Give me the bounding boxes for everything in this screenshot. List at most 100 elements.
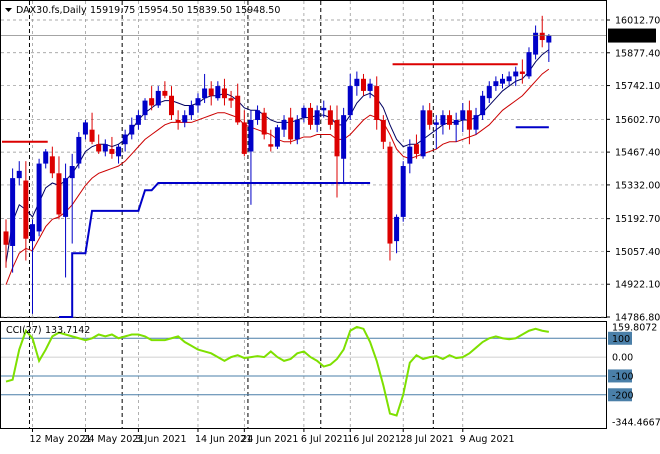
candle-body — [89, 129, 95, 142]
cci-tick-label: 159.8072 — [612, 323, 657, 334]
price-axis-labels: 16012.70 15877.40 15742.10 15602.70 15467.40… — [606, 16, 660, 324]
candle-body — [466, 110, 472, 130]
support-steps — [58, 126, 549, 318]
price-tick-label: 14922.10 — [615, 280, 660, 291]
ohlc-readout: 15919.75 15954.50 15839.50 15948.50 — [90, 5, 280, 16]
candle-body — [281, 119, 287, 130]
candle-body — [122, 134, 128, 145]
price-tick-label: 15467.40 — [615, 148, 660, 159]
vertical-markers — [28, 1, 434, 428]
candle-body — [135, 115, 141, 125]
candle-body — [129, 124, 135, 135]
time-tick-label: 24 May 2021 — [82, 434, 144, 445]
chart-menu-triangle-icon[interactable] — [5, 8, 12, 12]
candle-body — [49, 156, 55, 174]
cci-tick-label: 0.00 — [612, 353, 633, 364]
candle-body — [182, 115, 188, 123]
candle-body — [162, 90, 168, 96]
support-step-line — [58, 126, 549, 318]
time-tick-label: 24 Jun 2021 — [241, 434, 298, 445]
candle-body — [221, 88, 227, 99]
candle-body — [301, 107, 307, 118]
candle-body — [96, 144, 102, 152]
candle-body — [23, 180, 29, 239]
time-tick-label: 28 Jul 2021 — [400, 434, 454, 445]
candle-body — [460, 110, 466, 120]
time-tick-label: 3 Jun 2021 — [135, 434, 186, 445]
candle-body — [506, 76, 512, 82]
candle-body — [169, 95, 174, 116]
price-tick-label: 15742.10 — [615, 81, 660, 92]
candle-body — [486, 86, 492, 99]
candle-body — [360, 78, 366, 91]
candle-body — [63, 178, 69, 217]
price-tick-label: 15877.40 — [615, 48, 660, 59]
price-tick-label: 15192.70 — [615, 214, 660, 225]
current-price-label: 15948.50 — [611, 31, 656, 42]
candle-body — [440, 115, 446, 125]
candle-body — [261, 112, 267, 135]
candle-body — [334, 119, 340, 157]
candle-body — [413, 144, 419, 154]
candle-body — [16, 170, 22, 179]
candle-body — [76, 136, 82, 164]
candles — [3, 15, 552, 314]
candle-body — [195, 98, 201, 106]
cci-label: CCI(27) — [6, 325, 42, 336]
candle-body — [394, 216, 400, 242]
candle-body — [380, 119, 386, 142]
candle-body — [400, 166, 406, 217]
time-tick-label: 12 May 2021 — [29, 434, 91, 445]
candle-body — [69, 166, 75, 179]
candle-body — [347, 86, 353, 116]
candle-body — [407, 146, 413, 164]
price-tick-label: 15602.70 — [615, 115, 660, 126]
candle-body — [102, 144, 108, 152]
candle-body — [175, 119, 181, 123]
candle-body — [294, 119, 300, 140]
candle-body — [308, 107, 314, 125]
candle-body — [10, 178, 16, 246]
candle-body — [215, 86, 221, 99]
cci-level-lines — [1, 337, 606, 396]
candle-body — [433, 122, 439, 125]
current-price-box — [608, 28, 656, 43]
candle-body — [29, 224, 35, 242]
candle-body — [188, 105, 194, 116]
candle-body — [228, 98, 234, 101]
cci-tick-label: -344.4667 — [612, 418, 660, 429]
candle-body — [248, 119, 254, 152]
candle-body — [82, 122, 88, 135]
candle-body — [43, 151, 49, 164]
candle-body — [241, 122, 247, 154]
candle-body — [526, 52, 532, 77]
candle-body — [202, 88, 208, 99]
candle-body — [513, 71, 519, 77]
candle-body — [387, 146, 393, 244]
candle-body — [473, 115, 479, 130]
candle-body — [314, 110, 320, 125]
candle-body — [500, 78, 505, 84]
candle-body — [420, 110, 426, 157]
price-tick-label: 15332.00 — [615, 180, 660, 191]
candle-body — [539, 32, 545, 41]
time-tick-label: 9 Aug 2021 — [460, 434, 515, 445]
candle-body — [274, 127, 280, 147]
time-tick-label: 6 Jul 2021 — [301, 434, 349, 445]
candle-body — [327, 110, 333, 125]
price-tick-label: 15057.40 — [615, 247, 660, 258]
moving-averages — [5, 49, 550, 285]
candle-body — [374, 86, 380, 120]
candle-body — [3, 231, 9, 245]
time-tick-label: 16 Jul 2021 — [347, 434, 401, 445]
cci-tick-label: 100 — [612, 334, 630, 345]
candle-body — [453, 119, 459, 125]
resistance-lines — [2, 63, 518, 143]
candle-body — [427, 110, 433, 125]
candle-body — [480, 95, 486, 116]
candle-body — [354, 78, 360, 87]
